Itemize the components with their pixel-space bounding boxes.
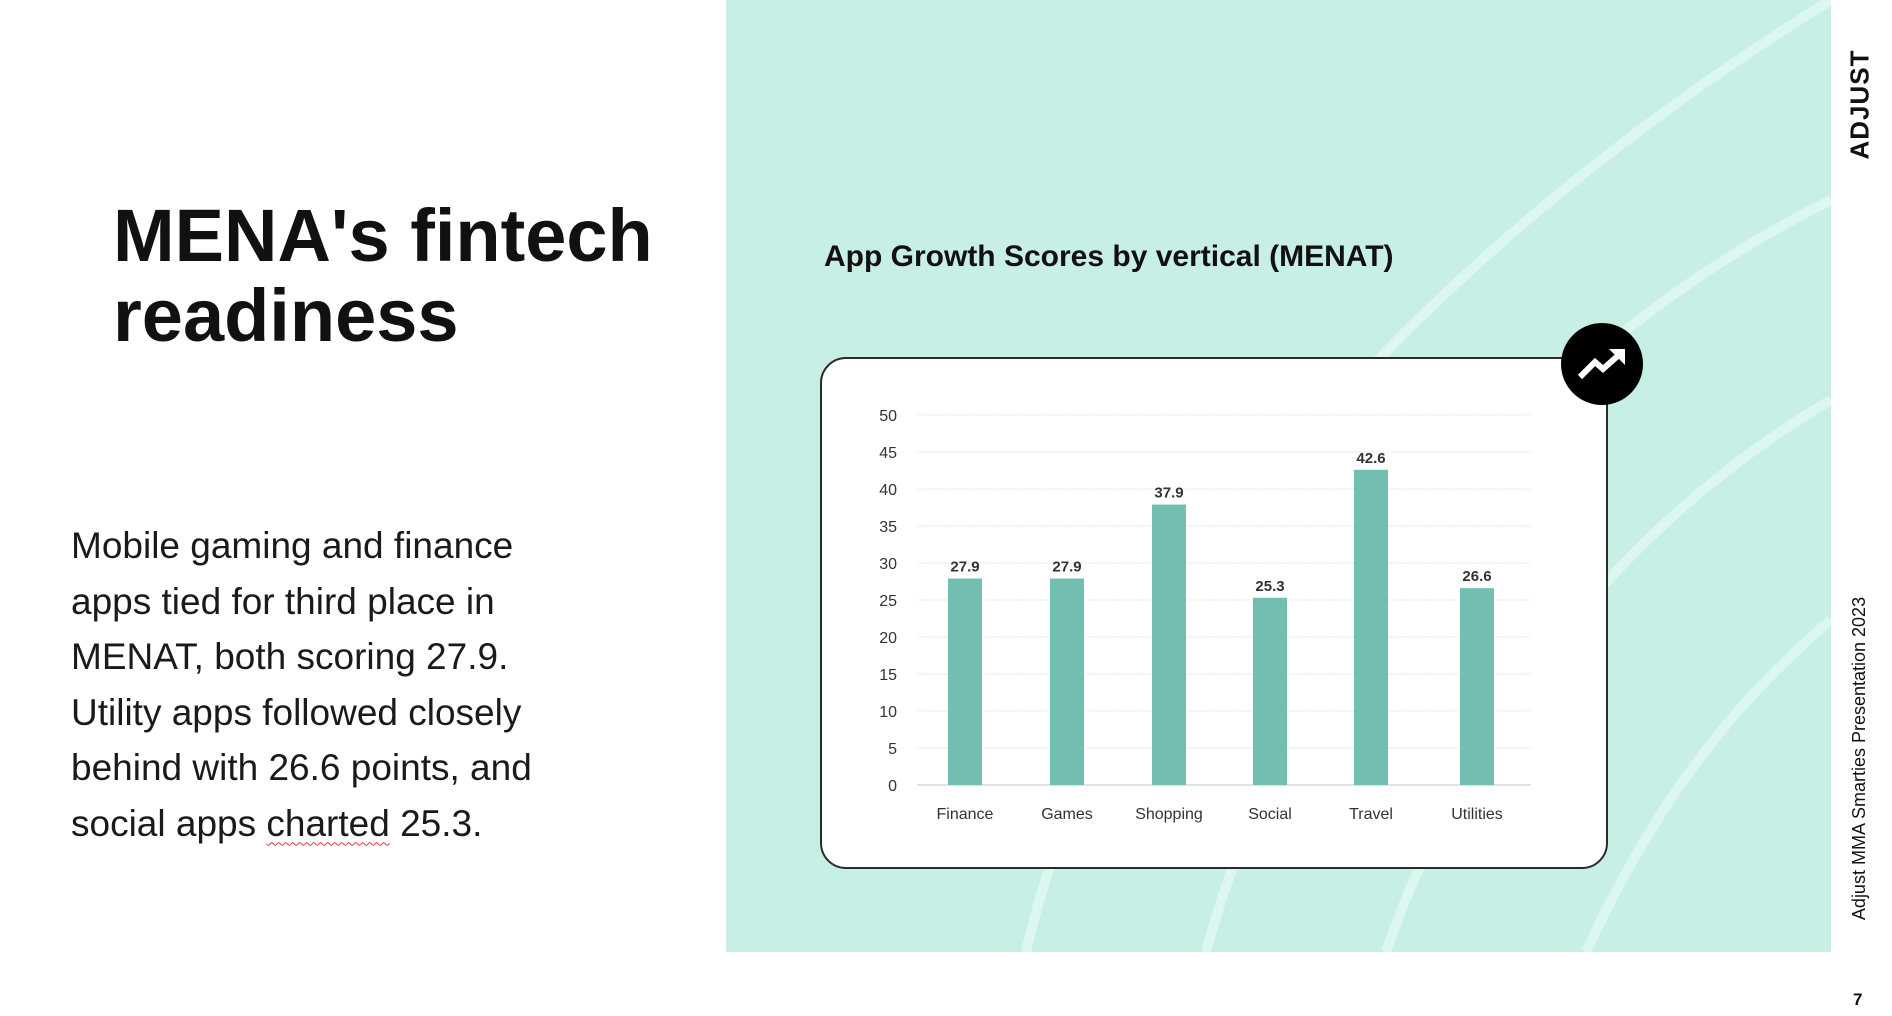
data-label: 42.6 bbox=[1356, 450, 1385, 467]
y-tick-label: 10 bbox=[879, 704, 897, 721]
x-tick-label: Social bbox=[1248, 806, 1292, 823]
y-tick-label: 35 bbox=[879, 519, 897, 536]
y-tick-label: 40 bbox=[879, 482, 897, 499]
y-tick-label: 30 bbox=[879, 556, 897, 573]
data-label: 37.9 bbox=[1154, 485, 1183, 502]
data-label: 25.3 bbox=[1255, 578, 1284, 595]
bar-chart: 0 5 10 15 20 25 30 35 40 45 50 27.9 Finance 27.9 Games… bbox=[879, 408, 1531, 823]
bar-shopping bbox=[1152, 504, 1186, 785]
footer-text: Adjust MMA Smarties Presentation 2023 bbox=[1849, 596, 1870, 920]
spellcheck-word: charted bbox=[266, 802, 390, 844]
data-label: 27.9 bbox=[950, 559, 979, 576]
slide-title: MENA's fintech readiness bbox=[113, 194, 653, 357]
y-tick-label: 50 bbox=[879, 408, 897, 425]
x-tick-label: Shopping bbox=[1135, 806, 1203, 823]
trending-up-icon bbox=[1561, 323, 1643, 405]
y-tick-label: 0 bbox=[888, 778, 897, 795]
y-tick-label: 5 bbox=[888, 741, 897, 758]
x-tick-label: Finance bbox=[937, 806, 994, 823]
chart-card: 0 5 10 15 20 25 30 35 40 45 50 27.9 Finance 27.9 Games… bbox=[820, 357, 1608, 869]
bar-games bbox=[1050, 578, 1084, 785]
chart-title: App Growth Scores by vertical (MENAT) bbox=[824, 240, 1394, 273]
bar-finance bbox=[948, 578, 982, 785]
x-tick-label: Games bbox=[1041, 806, 1093, 823]
data-label: 26.6 bbox=[1462, 568, 1491, 585]
y-tick-label: 45 bbox=[879, 445, 897, 462]
x-tick-label: Utilities bbox=[1451, 806, 1503, 823]
body-text-start: Mobile gaming and finance apps tied for … bbox=[71, 525, 532, 844]
bar-social bbox=[1253, 597, 1287, 785]
body-text-end: 25.3. bbox=[389, 802, 483, 844]
data-label: 27.9 bbox=[1052, 559, 1081, 576]
x-tick-label: Travel bbox=[1349, 806, 1393, 823]
body-text: Mobile gaming and finance apps tied for … bbox=[71, 518, 591, 851]
y-tick-label: 20 bbox=[879, 630, 897, 647]
y-tick-label: 25 bbox=[879, 593, 897, 610]
bar-utilities bbox=[1460, 588, 1494, 785]
adjust-logo: ADJUST bbox=[1844, 48, 1875, 160]
y-tick-label: 15 bbox=[879, 667, 897, 684]
bar-travel bbox=[1354, 469, 1388, 785]
page-number: 7 bbox=[1853, 990, 1863, 1009]
